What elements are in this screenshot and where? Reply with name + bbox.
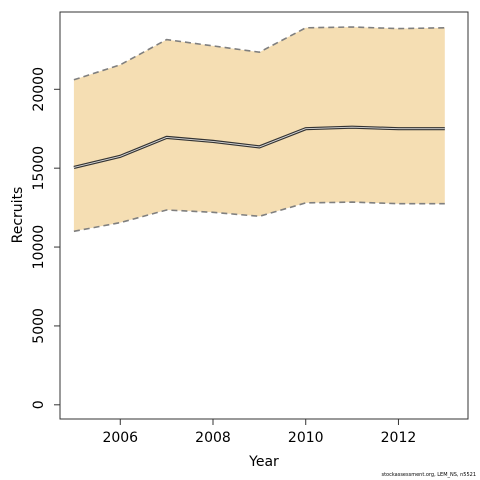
y-tick-label: 5000 [31,308,47,344]
x-tick-label: 2006 [102,430,138,446]
x-tick-label: 2008 [195,430,231,446]
plot-frame [59,11,469,420]
x-axis-title: Year [248,454,279,470]
confidence-band [73,27,445,232]
upper-bound-line [73,26,445,81]
estimate-line-inner [73,126,445,168]
x-tick-label: 2010 [288,430,324,446]
y-tick-label: 10000 [31,225,47,270]
y-tick-label: 20000 [31,67,47,112]
lower-bound-line [73,201,445,233]
x-tick-label: 2012 [381,430,417,446]
y-tick-label: 15000 [31,146,47,191]
y-tick-label: 0 [31,400,47,409]
footer-credit: stockassessment.org, LEM_NS, n5521 [381,472,476,478]
y-axis-title: Recruits [10,187,26,244]
